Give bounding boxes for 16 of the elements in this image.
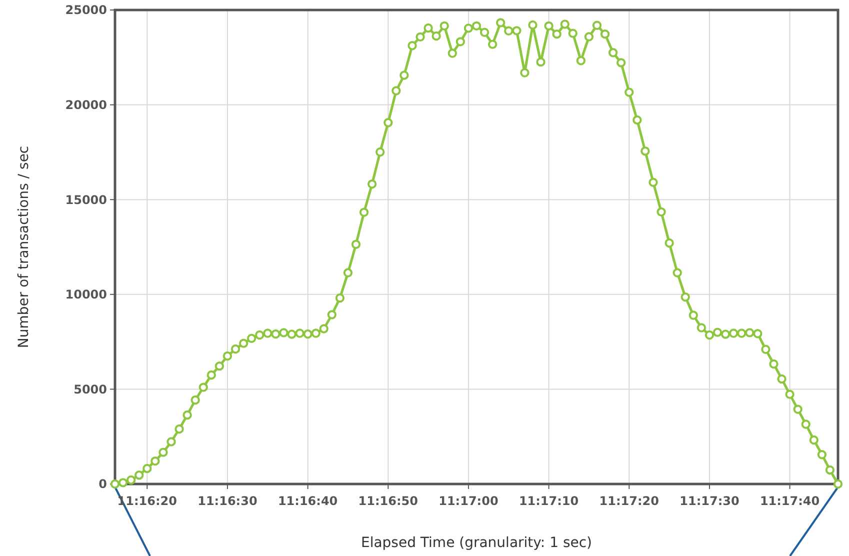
x-tick-label: 11:17:20 [599,494,659,508]
x-tick-label: 11:16:30 [198,494,258,508]
x-tick-label: 11:16:40 [278,494,338,508]
x-tick-label: 11:16:50 [358,494,418,508]
y-tick-label: 5000 [74,382,107,396]
y-tick-label: 20000 [65,98,107,112]
y-axis-title: Number of transactions / sec [16,146,32,348]
x-tick-label: 11:17:10 [518,494,579,508]
y-tick-label: 10000 [65,288,107,302]
x-tick-label: 11:17:30 [680,494,740,508]
x-axis-title: Elapsed Time (granularity: 1 sec) [360,535,592,551]
y-tick-label: 25000 [65,3,107,18]
y-tick-label: 15000 [65,192,107,207]
x-tick-label: 11:17:40 [760,494,820,508]
x-tick-label: 11:17:00 [438,494,498,508]
y-tick-label: 0 [98,477,107,492]
